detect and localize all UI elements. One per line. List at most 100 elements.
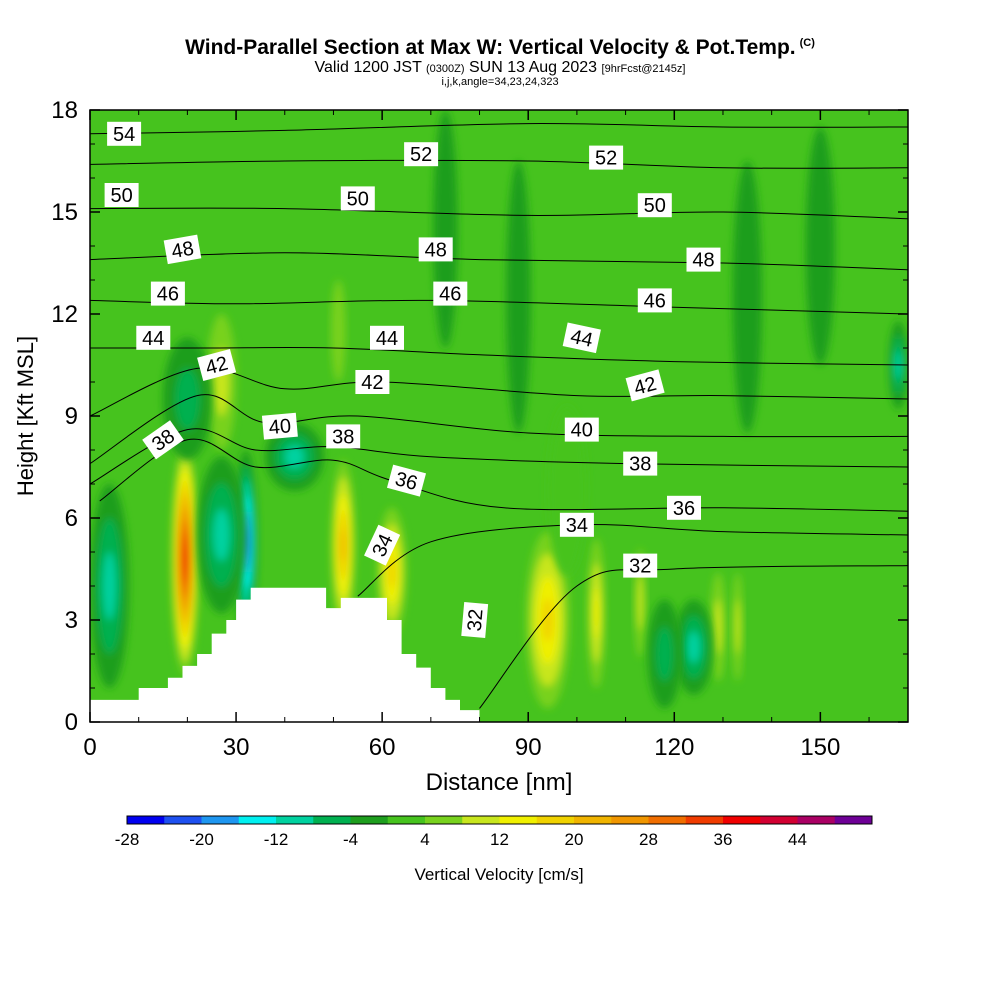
contour-label-box [364, 524, 401, 566]
velocity-cell [674, 599, 714, 695]
contour-label-text: 50 [347, 188, 369, 210]
velocity-cell [206, 314, 237, 450]
contour-label-text: 52 [410, 144, 432, 166]
contour-label-text: 50 [110, 185, 132, 207]
contour-label-text: 46 [439, 284, 461, 306]
x-tick-label: 60 [369, 734, 396, 761]
velocity-cell [197, 456, 246, 614]
colorbar-tick-label: 20 [565, 830, 584, 849]
contour-label-box [163, 234, 202, 265]
x-axis-label: Distance [nm] [426, 769, 573, 796]
valid-time: Valid 1200 JST [314, 59, 422, 76]
contour-label-box [562, 322, 601, 354]
velocity-level [506, 161, 531, 433]
contour-label-box [637, 193, 672, 218]
contour-label-box [559, 512, 594, 537]
y-tick-label: 6 [65, 505, 78, 532]
contour-label: 46 [637, 288, 672, 313]
velocity-level [284, 445, 305, 469]
contour-label-text: 50 [644, 195, 666, 217]
contour-label: 38 [623, 451, 658, 476]
colorbar-swatch [797, 816, 836, 824]
valid-utc: (0300Z) [426, 63, 465, 75]
contour-label: 46 [433, 281, 468, 306]
contour-label-box [340, 186, 375, 211]
velocity-level [388, 556, 396, 589]
chart-title: Wind-Parallel Section at Max W: Vertical… [0, 36, 1000, 60]
velocity-level [656, 626, 674, 682]
velocity-level [732, 161, 762, 433]
velocity-level [331, 280, 346, 382]
velocity-level [542, 597, 554, 643]
contour-label-box [667, 495, 701, 520]
velocity-cell [732, 572, 743, 682]
contour-label-box [142, 420, 184, 460]
contour-label: 50 [340, 186, 375, 211]
contour-label-text: 40 [571, 420, 593, 442]
contour-label-box [107, 121, 142, 146]
colorbar-swatch [276, 816, 314, 824]
contour-label-text: 40 [268, 415, 292, 439]
velocity-level [213, 508, 230, 562]
y-tick-label: 9 [65, 403, 78, 430]
theta-contour-44 [90, 347, 908, 366]
y-tick-label: 12 [51, 301, 78, 328]
colorbar-swatch [685, 816, 724, 824]
theta-contour-54 [90, 123, 908, 135]
contour-label-box [370, 325, 404, 350]
contour-label-text: 36 [673, 498, 695, 520]
contour-label: 52 [404, 142, 439, 167]
theta-contour-50 [90, 207, 908, 220]
velocity-field [90, 110, 908, 709]
velocity-cell [647, 599, 682, 709]
contour-label: 48 [418, 237, 453, 262]
velocity-cell [525, 531, 570, 709]
colorbar-swatch [648, 816, 687, 824]
contour-label-box [433, 281, 468, 306]
velocity-cell [710, 572, 726, 682]
colorbar-tick-label: -4 [343, 830, 358, 849]
copyright-mark: (C) [799, 37, 815, 49]
contour-label: 52 [589, 145, 624, 170]
contour-label: 46 [150, 281, 185, 306]
contour-label: 34 [559, 512, 594, 537]
contour-label-box [623, 451, 658, 476]
contour-label-text: 46 [157, 284, 179, 306]
colorbar-swatch [387, 816, 426, 824]
contour-label-text: 44 [568, 326, 594, 352]
contour-label: 50 [104, 183, 139, 207]
theta-contour-48 [90, 252, 908, 271]
x-tick-label: 120 [654, 734, 694, 761]
contour-label: 42 [625, 369, 665, 402]
colorbar-swatch [201, 816, 240, 824]
colorbar-swatch [611, 816, 649, 824]
velocity-level [102, 552, 116, 620]
velocity-level [714, 599, 723, 654]
contour-label: 48 [686, 247, 721, 272]
x-tick-label: 30 [223, 734, 250, 761]
colorbar-swatch [313, 816, 351, 824]
contour-label-text: 38 [332, 426, 354, 448]
colorbar-swatch [723, 816, 761, 824]
y-axis-label: Height [Kft MSL] [13, 336, 38, 496]
contour-label-box [150, 281, 185, 306]
colorbar-tick-label: 4 [420, 830, 429, 849]
velocity-cell [331, 280, 346, 382]
velocity-cell [587, 538, 606, 688]
colorbar-swatch [574, 816, 612, 824]
contour-label: 48 [163, 234, 202, 265]
chart-subtitle: Valid 1200 JST (0300Z) SUN 13 Aug 2023 [… [0, 59, 1000, 77]
velocity-level [593, 588, 600, 639]
contour-label-text: 46 [644, 290, 666, 312]
theta-contour-42 [90, 367, 908, 417]
colorbar-swatch [760, 816, 798, 824]
contour-label: 44 [562, 322, 601, 354]
contour-label: 36 [386, 464, 427, 497]
contour-label-box [418, 237, 453, 262]
contour-label-box [261, 412, 298, 440]
contour-label: 42 [355, 370, 390, 394]
contour-label-text: 48 [425, 239, 447, 261]
colorbar-swatch [238, 816, 277, 824]
